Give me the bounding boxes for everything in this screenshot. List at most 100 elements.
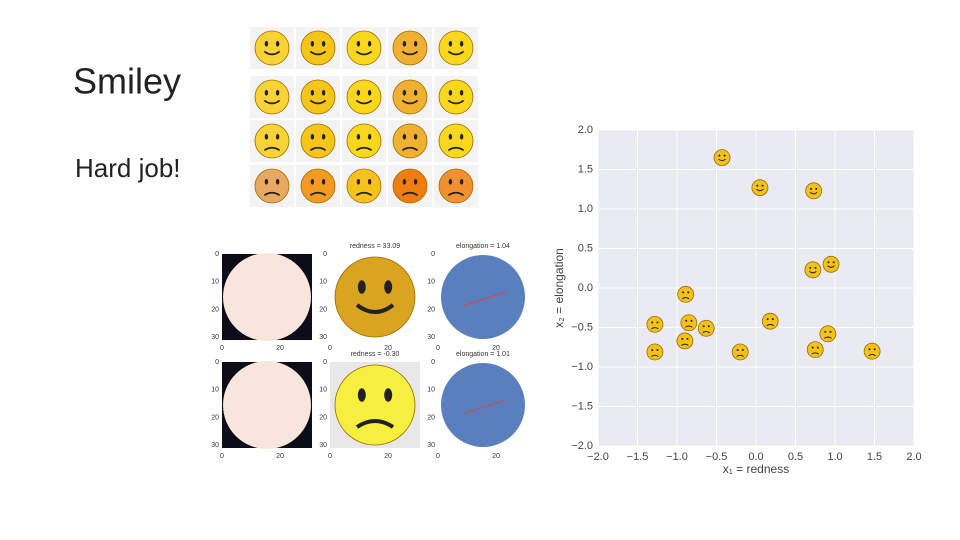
point-group	[697, 319, 715, 337]
eye	[681, 337, 684, 340]
face	[300, 123, 336, 159]
eye	[809, 266, 812, 269]
point-group	[819, 325, 837, 343]
point	[819, 325, 837, 343]
point-group	[713, 149, 731, 167]
eye	[448, 89, 453, 96]
panel-ytick: 10	[319, 387, 327, 394]
face	[438, 123, 474, 159]
eye	[723, 154, 726, 157]
y-axis-label: x₂ = elongation	[552, 248, 566, 328]
y-tick-label: −1.0	[571, 361, 593, 373]
eye	[357, 388, 366, 402]
point	[822, 255, 840, 273]
panel-xtick: 0	[328, 345, 332, 352]
panel-xtick: 20	[492, 345, 500, 352]
mouth	[681, 343, 689, 346]
x-tick-label: 1.0	[827, 451, 842, 463]
eye	[811, 346, 814, 349]
point	[646, 343, 664, 361]
eye	[264, 89, 269, 96]
eye	[275, 89, 280, 96]
eye	[702, 325, 705, 328]
eye	[829, 330, 832, 333]
mouth	[824, 336, 832, 339]
point-group	[677, 285, 695, 303]
mouth	[401, 50, 419, 56]
face	[300, 79, 336, 115]
mouth	[355, 303, 395, 314]
eye	[384, 280, 393, 294]
eye	[384, 388, 393, 402]
eye	[824, 330, 827, 333]
panel-title: redness = -0.30	[351, 351, 400, 358]
eye	[402, 133, 407, 140]
eye	[321, 178, 326, 185]
eye	[686, 337, 689, 340]
face	[392, 123, 428, 159]
eye	[367, 133, 372, 140]
eye	[815, 187, 818, 190]
panel-ytick: 10	[319, 279, 327, 286]
mouth	[809, 270, 817, 274]
panel-xtick: 20	[384, 453, 392, 460]
point-group	[646, 343, 664, 361]
x-tick-label: 0.0	[748, 451, 763, 463]
eye	[459, 133, 464, 140]
mouth	[263, 191, 281, 197]
face	[300, 168, 336, 204]
eye	[357, 280, 366, 294]
mouth	[309, 146, 327, 152]
mouth	[827, 265, 835, 268]
panel-disc	[223, 361, 311, 449]
eye	[459, 89, 464, 96]
face	[300, 30, 336, 66]
panel-ytick: 10	[211, 279, 219, 286]
point	[863, 342, 881, 360]
panel-title: elongation = 1.04	[456, 243, 510, 250]
mouth	[309, 99, 327, 105]
point	[676, 332, 694, 350]
panel-ytick: 30	[427, 442, 435, 449]
face	[254, 79, 290, 115]
eye	[690, 319, 693, 322]
eye	[321, 40, 326, 47]
point	[697, 319, 715, 337]
panel-ytick: 0	[215, 359, 219, 366]
eye	[771, 318, 774, 321]
point	[751, 179, 769, 197]
face	[346, 168, 382, 204]
panel-ytick: 20	[319, 306, 327, 313]
panel-xtick: 0	[220, 345, 224, 352]
face	[254, 123, 290, 159]
panel-xtick: 20	[384, 345, 392, 352]
eye	[310, 178, 315, 185]
eye	[766, 318, 769, 321]
face	[392, 30, 428, 66]
panel-title: elongation = 1.01	[456, 351, 510, 358]
panel-disc	[223, 253, 311, 341]
eye	[275, 133, 280, 140]
point-group	[751, 179, 769, 197]
panel-ytick: 30	[427, 334, 435, 341]
face	[438, 30, 474, 66]
panel-ytick: 30	[319, 334, 327, 341]
x-axis-label: x₁ = redness	[723, 462, 789, 476]
eye	[321, 133, 326, 140]
eye	[707, 325, 710, 328]
panel-xtick: 20	[492, 453, 500, 460]
mouth	[447, 146, 465, 152]
point-group	[676, 332, 694, 350]
eye	[873, 348, 876, 351]
eye	[685, 319, 688, 322]
panel-xtick: 0	[220, 453, 224, 460]
mouth	[355, 419, 395, 429]
slide-body: Hard job!	[75, 153, 181, 183]
face	[438, 79, 474, 115]
panel-ytick: 0	[323, 359, 327, 366]
eye	[756, 184, 759, 187]
y-tick-label: 2.0	[578, 124, 593, 136]
mouth	[685, 325, 693, 328]
mouth	[809, 191, 818, 195]
